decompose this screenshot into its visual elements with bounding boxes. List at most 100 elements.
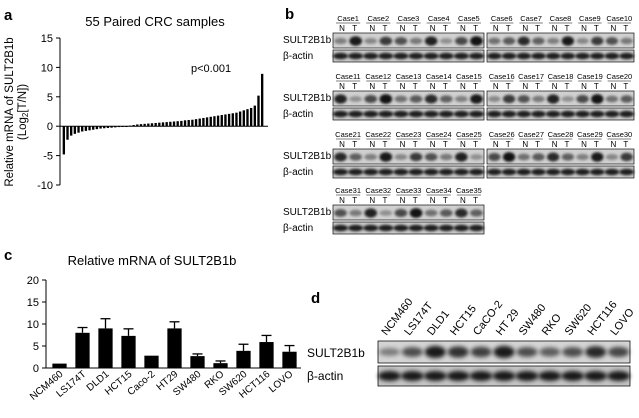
a-bar <box>231 113 234 127</box>
b-band-target <box>591 36 604 46</box>
chart-a: -10 -5 0 5 10 15 <box>37 33 268 192</box>
b-band-actin <box>423 52 439 60</box>
a-bar <box>81 126 84 132</box>
a-ytick-label: -10 <box>37 180 53 192</box>
b-lane-n: N <box>522 82 528 91</box>
b-lane-n: N <box>369 82 375 91</box>
b-band-target <box>334 94 347 104</box>
b-band-actin <box>589 110 605 118</box>
d-band-actin <box>515 371 539 381</box>
c-ytick-label: 20 <box>27 275 39 287</box>
b-band-target <box>546 94 560 104</box>
b-band-target <box>424 209 438 217</box>
b-lane-t: T <box>623 140 628 149</box>
a-bar <box>161 122 165 127</box>
d-band-target <box>401 347 423 357</box>
b-band-actin <box>378 168 394 176</box>
a-bar <box>154 122 157 127</box>
b-band-target <box>334 152 347 162</box>
b-lane-t: T <box>623 24 628 33</box>
b-band-target <box>576 95 589 103</box>
b-band-target <box>439 153 453 161</box>
b-lane-t: T <box>565 82 570 91</box>
a-bar <box>183 120 187 127</box>
b-lane-n: N <box>400 196 406 205</box>
a-bar <box>114 126 117 128</box>
b-label-actin: β-actin <box>283 51 313 62</box>
panel-b: b SULT2B1bβ-actinSULT2B1bβ-actinSULT2B1b… <box>283 6 635 235</box>
a-bar <box>99 126 102 129</box>
a-bar <box>165 122 168 127</box>
b-band-target <box>409 95 423 103</box>
b-band-target <box>620 95 633 103</box>
b-band-actin <box>393 110 409 118</box>
b-band-target <box>379 36 393 46</box>
b-band-actin <box>501 168 517 176</box>
b-lane-t: T <box>382 24 387 33</box>
a-bar <box>191 119 194 127</box>
b-band-target <box>349 36 362 46</box>
a-bar <box>169 121 172 127</box>
b-band-actin <box>333 224 349 232</box>
b-band-actin <box>575 52 590 60</box>
a-bar <box>70 126 73 136</box>
b-band-actin <box>604 52 620 60</box>
b-band-target <box>439 209 453 217</box>
b-band-target <box>394 95 408 103</box>
b-band-target <box>364 208 378 218</box>
b-case-label: Case12 <box>365 72 391 81</box>
b-band-actin <box>560 168 576 176</box>
b-band-actin <box>423 110 439 118</box>
b-band-actin <box>333 52 349 60</box>
a-bar <box>176 121 179 127</box>
a-bar <box>180 120 183 127</box>
a-bar <box>150 123 154 127</box>
b-lane-t: T <box>506 140 511 149</box>
b-lane-t: T <box>382 140 387 149</box>
a-ytick-label: 0 <box>47 121 53 133</box>
b-lane-n: N <box>552 140 558 149</box>
b-lane-n: N <box>369 140 375 149</box>
b-lane-n: N <box>369 24 375 33</box>
c-bar <box>236 350 251 368</box>
b-band-target <box>364 38 378 44</box>
b-band-actin <box>619 168 635 176</box>
d-band-target <box>539 347 561 357</box>
b-band-actin <box>560 52 576 60</box>
a-bar <box>66 126 69 140</box>
b-band-target <box>517 153 530 161</box>
b-lane-n: N <box>581 140 587 149</box>
b-band-target <box>455 95 468 103</box>
c-bar <box>190 356 205 368</box>
b-band-actin <box>468 168 485 176</box>
b-band-actin <box>363 224 379 232</box>
blot-panel-b: SULT2B1b β-actin SULT2B1b β-actin SULT2B1b β-… <box>283 14 635 235</box>
a-bar <box>249 107 253 127</box>
a-bar <box>213 116 216 127</box>
c-bar <box>52 363 67 368</box>
b-band-actin <box>619 110 635 118</box>
b-lane-n: N <box>460 196 466 205</box>
b-band-actin <box>575 168 590 176</box>
b-band-target <box>394 37 408 45</box>
d-band-target <box>516 347 538 357</box>
d-band-target <box>608 346 630 358</box>
b-lane-n: N <box>430 24 436 33</box>
b-case-label: Case7 <box>520 14 542 23</box>
b-band-target <box>439 38 453 44</box>
a-ytick-label: -5 <box>43 151 53 163</box>
a-bar <box>143 123 146 127</box>
a-bar <box>224 114 227 127</box>
b-band-actin <box>487 168 502 176</box>
a-bar <box>125 126 128 127</box>
b-band-target <box>488 96 501 102</box>
a-bar <box>95 126 99 130</box>
b-band-actin <box>378 52 394 60</box>
c-ytick-label: 0 <box>33 363 39 375</box>
b-lane-n: N <box>339 82 345 91</box>
a-bar <box>136 124 139 127</box>
d-band-actin <box>561 371 585 381</box>
b-lane-t: T <box>506 24 511 33</box>
panel-a: a 55 Paired CRC samples Relative mRNA of… <box>4 7 268 192</box>
